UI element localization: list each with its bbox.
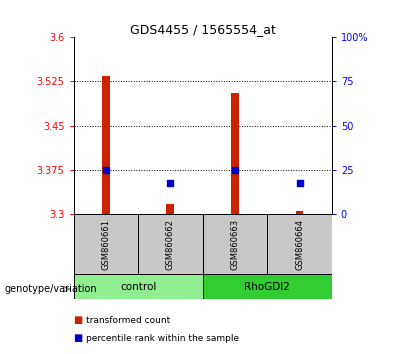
Bar bbox=[231, 93, 239, 214]
Text: control: control bbox=[120, 282, 156, 292]
Bar bbox=[102, 75, 110, 214]
Bar bbox=[267, 214, 332, 274]
Point bbox=[296, 181, 303, 186]
Bar bbox=[74, 214, 138, 274]
Point bbox=[102, 167, 109, 173]
Bar bbox=[203, 214, 267, 274]
Bar bbox=[166, 204, 174, 214]
Text: percentile rank within the sample: percentile rank within the sample bbox=[86, 333, 239, 343]
Bar bbox=[138, 214, 202, 274]
Text: transformed count: transformed count bbox=[86, 316, 171, 325]
Title: GDS4455 / 1565554_at: GDS4455 / 1565554_at bbox=[130, 23, 276, 36]
Bar bbox=[296, 211, 303, 214]
Text: GSM860661: GSM860661 bbox=[101, 219, 110, 270]
Text: ■: ■ bbox=[74, 333, 83, 343]
Point bbox=[167, 181, 174, 186]
Point bbox=[231, 167, 238, 173]
Bar bbox=[203, 274, 332, 299]
Text: ■: ■ bbox=[74, 315, 83, 325]
Text: GSM860662: GSM860662 bbox=[166, 219, 175, 270]
Bar bbox=[74, 274, 203, 299]
Text: RhoGDI2: RhoGDI2 bbox=[244, 282, 290, 292]
Text: GSM860663: GSM860663 bbox=[231, 219, 239, 270]
Text: genotype/variation: genotype/variation bbox=[4, 284, 97, 294]
Text: GSM860664: GSM860664 bbox=[295, 219, 304, 270]
